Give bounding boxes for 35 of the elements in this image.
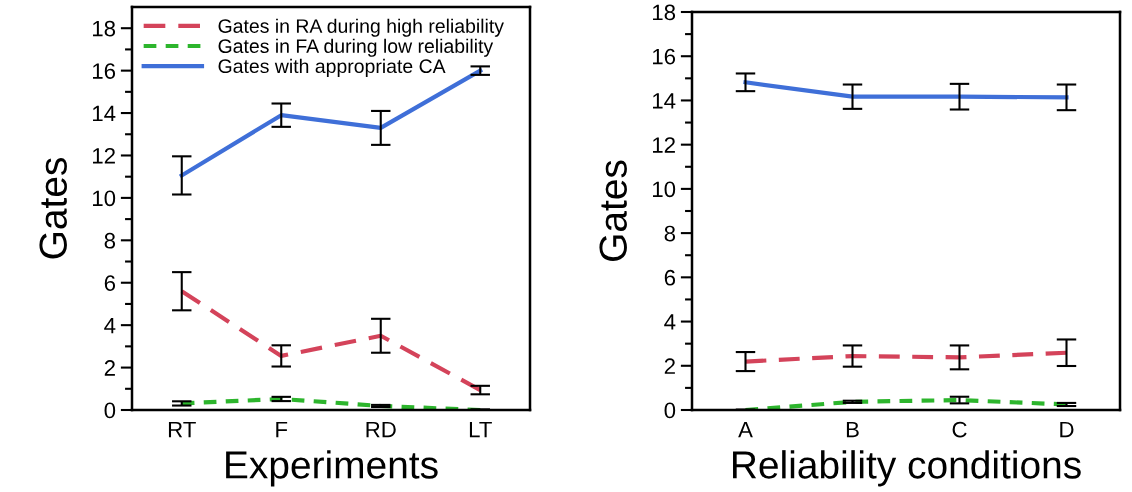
y-tick-label: 18: [93, 20, 116, 37]
y-tick-label: 0: [664, 402, 676, 419]
x-axis-title: Experiments: [226, 450, 438, 487]
y-tick-label: 16: [653, 48, 676, 65]
y-tick-label: 2: [104, 360, 115, 376]
y-tick-label: 8: [664, 225, 676, 242]
x-tick-label: RT: [168, 421, 196, 438]
x-tick-label: B: [846, 421, 859, 438]
y-tick-label: 12: [653, 137, 675, 153]
y-tick-label: 6: [104, 275, 116, 292]
x-tick-label: LT: [469, 421, 492, 438]
y-tick-label: 0: [104, 402, 116, 419]
y-tick-label: 12: [93, 148, 115, 164]
legend-label: Gates in RA during high reliability: [218, 18, 504, 37]
y-tick-label: 10: [653, 181, 676, 198]
x-axis-title: Reliability conditions: [733, 450, 1081, 487]
x-tick-label: C: [952, 421, 967, 438]
x-tick-label: RD: [366, 421, 396, 438]
y-tick-label: 10: [93, 190, 116, 207]
legend-label: Gates with appropriate CA: [218, 58, 446, 77]
y-tick-label: 2: [664, 358, 675, 374]
x-tick-label: A: [738, 421, 753, 438]
y-tick-label: 18: [653, 4, 676, 21]
y-tick-label: 8: [104, 232, 116, 249]
x-tick-label: D: [1060, 421, 1074, 438]
legend-label: Gates in FA during low reliability: [218, 38, 494, 57]
y-tick-label: 4: [664, 314, 676, 330]
y-tick-label: 14: [653, 93, 676, 109]
y-tick-label: 14: [93, 105, 116, 122]
y-axis-title: Gates: [39, 158, 67, 259]
x-tick-label: F: [276, 421, 288, 438]
y-axis-title: Gates: [599, 160, 627, 261]
y-tick-label: 6: [664, 269, 676, 286]
y-tick-label: 4: [104, 317, 116, 334]
y-tick-label: 16: [93, 63, 116, 79]
